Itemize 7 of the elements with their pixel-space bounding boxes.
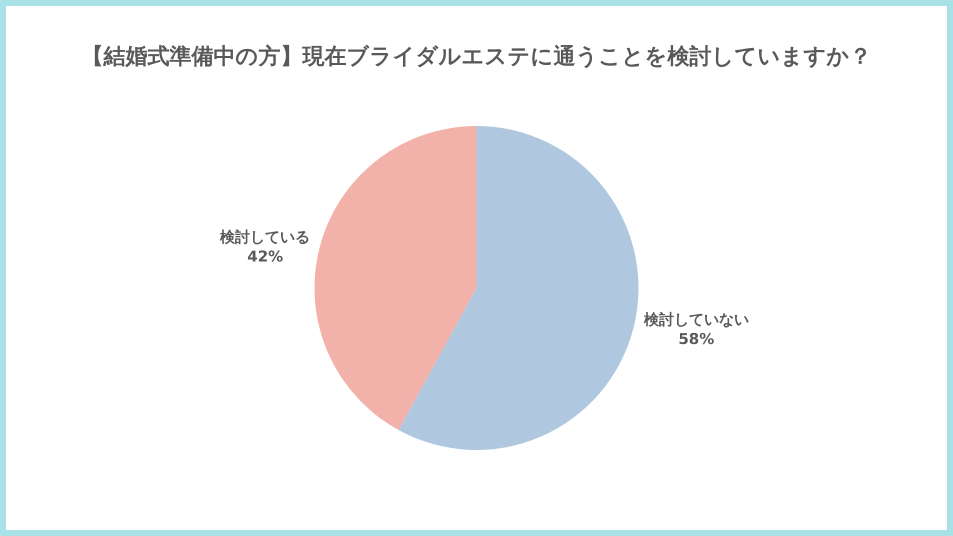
slice-label: 検討していない <box>642 310 749 329</box>
slice-label: 検討している <box>219 228 310 246</box>
data-label: 42% <box>247 247 284 266</box>
chart-title: 【結婚式準備中の方】現在ブライダルエステに通うことを検討していますか？ <box>82 44 872 70</box>
pie-slice <box>314 126 476 430</box>
data-label: 58% <box>678 330 714 348</box>
pie-slice <box>398 126 638 450</box>
